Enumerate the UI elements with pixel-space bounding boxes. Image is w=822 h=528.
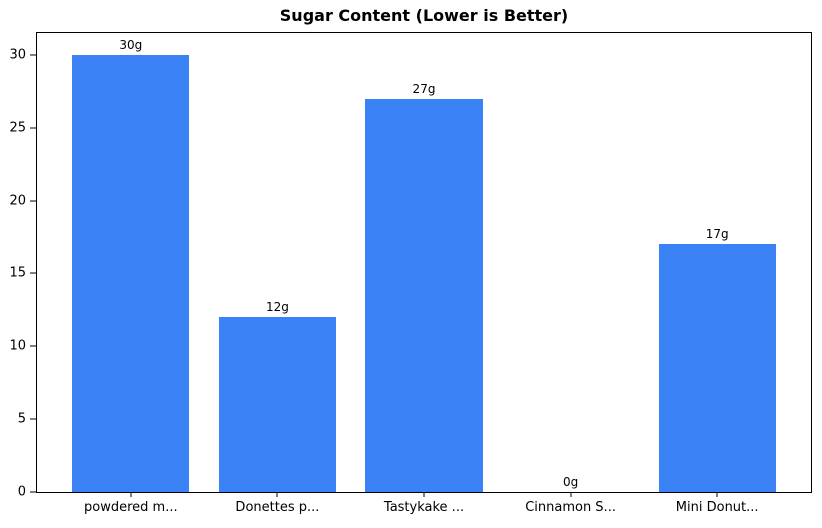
x-axis-tick [570,492,572,497]
y-axis-tick [30,491,36,493]
y-axis-tick-label: 20 [9,193,26,209]
bar-value-label: 0g [562,475,579,489]
y-axis-tick [30,200,36,202]
x-axis-tick [130,492,132,497]
y-axis-tick [30,418,36,420]
bar [218,317,337,492]
y-axis-tick [30,345,36,347]
y-axis-tick-label: 30 [9,47,26,63]
chart-title: Sugar Content (Lower is Better) [279,6,569,25]
y-axis-tick-label: 5 [17,411,26,427]
bar-value-label: 30g [119,37,143,52]
y-axis-tick [30,272,36,274]
y-axis-tick-label: 10 [9,338,26,354]
bar [365,98,483,492]
x-axis-tick [716,492,718,497]
y-axis-tick [30,54,36,56]
plot-area: 0 5 10 15 20 25 30 30g powdered m... 12g Donettes … [9,32,812,514]
y-axis-tick [30,127,36,129]
x-axis-tick-label: Donettes p... [235,500,320,515]
bar [658,244,776,492]
y-axis-tick-label: 25 [9,120,26,136]
y-axis-tick-label: 15 [9,265,26,281]
x-axis-tick-label: Mini Donut... [675,500,759,515]
bar-value-label: 12g [265,300,289,315]
x-axis-tick [276,492,278,497]
y-axis-tick-label: 0 [17,484,26,500]
x-axis-tick [423,492,425,497]
bar-value-label: 17g [705,227,729,242]
x-axis-tick-label: powdered m... [84,500,178,515]
x-axis-tick-label: Cinnamon S... [525,500,616,515]
bar [72,54,190,492]
x-axis-tick-label: Tastykake ... [383,500,465,515]
bar-value-label: 27g [412,81,436,96]
